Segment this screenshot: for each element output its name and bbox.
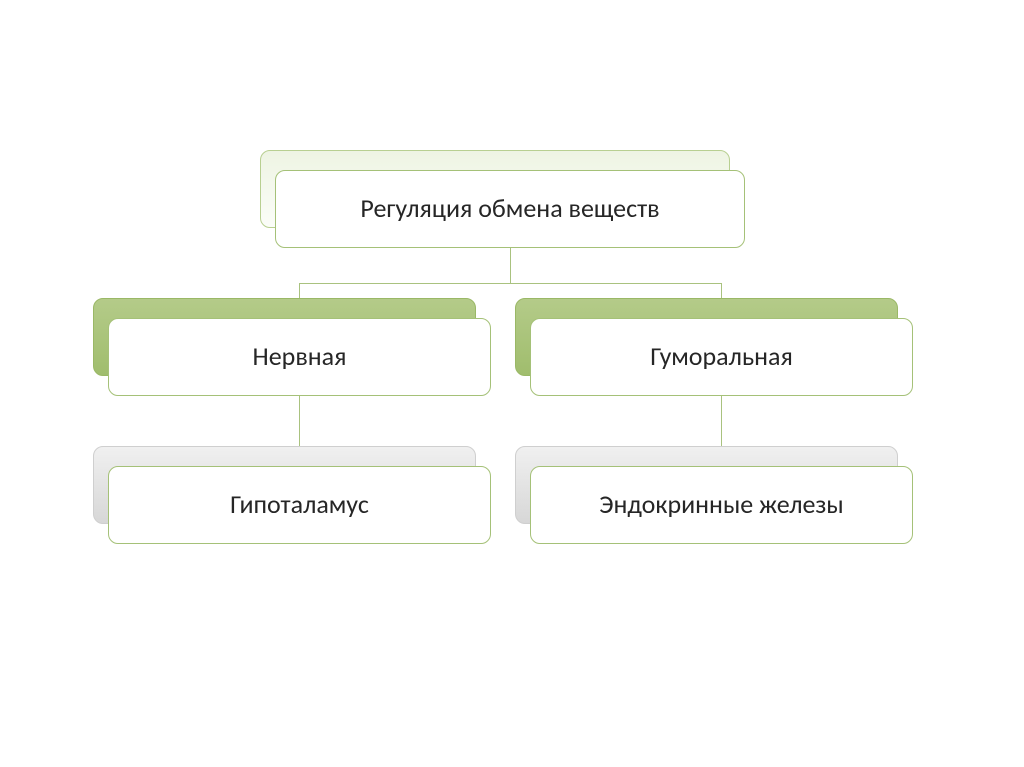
connector-line	[510, 248, 511, 283]
connector-line	[299, 283, 722, 284]
node-root-label: Регуляция обмена веществ	[360, 194, 659, 224]
node-left1-label: Нервная	[253, 342, 347, 372]
node-root-box: Регуляция обмена веществ	[275, 170, 745, 248]
node-right1-box: Гуморальная	[530, 318, 913, 396]
node-left2-box: Гипоталамус	[108, 466, 491, 544]
node-left2-label: Гипоталамус	[230, 490, 369, 520]
node-right2-label: Эндокринные железы	[599, 490, 843, 520]
node-right2-box: Эндокринные железы	[530, 466, 913, 544]
node-left1-box: Нервная	[108, 318, 491, 396]
diagram-canvas: Регуляция обмена веществ Нервная Гуморал…	[0, 0, 1024, 767]
node-right1-label: Гуморальная	[650, 342, 793, 372]
